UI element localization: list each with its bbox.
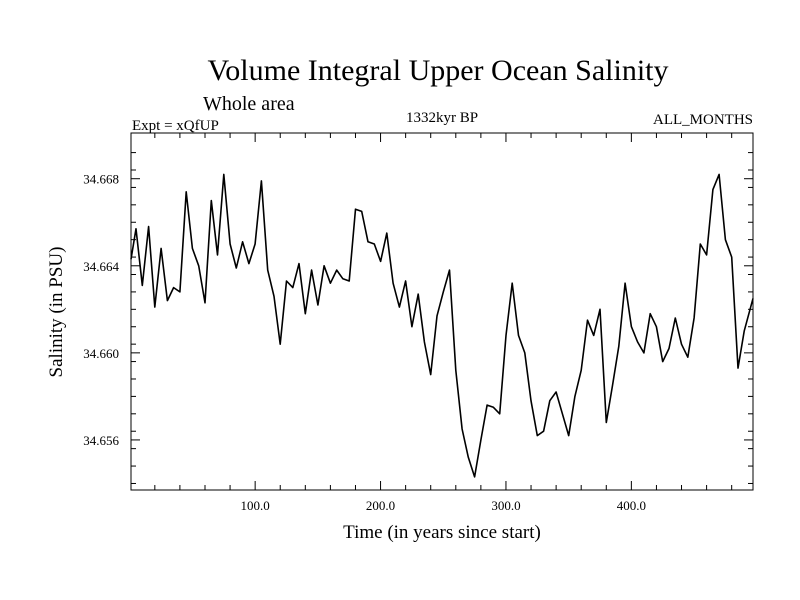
y-tick-label: 34.664 (83, 259, 119, 274)
chart-title: Volume Integral Upper Ocean Salinity (208, 54, 669, 87)
y-tick-label: 34.656 (83, 433, 119, 448)
experiment-label: Expt = xQfUP (132, 118, 219, 134)
plot-frame (130, 132, 754, 491)
y-tick-label: 34.660 (83, 346, 119, 361)
salinity-series-line (130, 173, 754, 478)
months-label: ALL_MONTHS (653, 112, 753, 128)
x-tick-label: 100.0 (241, 498, 270, 513)
y-axis: 34.656 34.660 34.664 34.668 (83, 152, 753, 484)
x-axis-label: Time (in years since start) (343, 522, 541, 543)
chart-subtitle: Whole area (203, 93, 295, 115)
y-tick-label: 34.668 (83, 172, 119, 187)
y-axis-label: Salinity (in PSU) (46, 247, 67, 378)
period-label: 1332kyr BP (406, 110, 478, 126)
x-tick-label: 400.0 (617, 498, 646, 513)
x-tick-label: 300.0 (491, 498, 520, 513)
x-tick-label: 200.0 (366, 498, 395, 513)
x-axis: 100.0 200.0 300.0 400.0 (154, 133, 733, 513)
